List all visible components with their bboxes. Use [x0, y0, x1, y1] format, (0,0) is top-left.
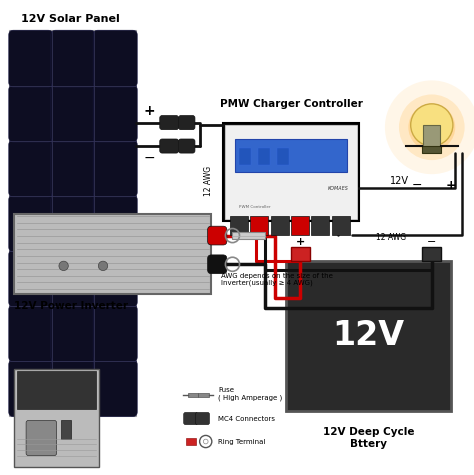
FancyBboxPatch shape	[51, 140, 95, 197]
Bar	[271, 217, 289, 235]
Bar	[422, 146, 441, 153]
Circle shape	[98, 261, 108, 271]
Circle shape	[399, 95, 465, 160]
FancyBboxPatch shape	[9, 250, 53, 307]
Text: −: −	[143, 151, 155, 165]
Bar	[14, 369, 99, 467]
Bar	[423, 125, 440, 148]
FancyBboxPatch shape	[9, 195, 53, 252]
Text: 12V Power Inverter: 12V Power Inverter	[14, 301, 128, 311]
Circle shape	[59, 261, 68, 271]
Bar	[226, 125, 357, 219]
Bar	[311, 217, 329, 235]
Text: −: −	[427, 237, 437, 247]
Bar	[223, 123, 359, 221]
Text: +: +	[446, 180, 456, 192]
Text: +: +	[296, 237, 305, 247]
Bar	[291, 217, 309, 235]
Text: Fuse
( High Amperage ): Fuse ( High Amperage )	[219, 387, 283, 401]
FancyBboxPatch shape	[51, 30, 95, 87]
FancyBboxPatch shape	[51, 85, 95, 142]
Bar	[277, 148, 289, 165]
FancyBboxPatch shape	[9, 305, 53, 362]
Text: +: +	[143, 104, 155, 118]
Text: MC4 Connectors: MC4 Connectors	[219, 416, 275, 421]
FancyBboxPatch shape	[179, 115, 195, 130]
Circle shape	[408, 104, 455, 151]
FancyBboxPatch shape	[93, 195, 137, 252]
Text: 12V Solar Panel: 12V Solar Panel	[21, 14, 120, 24]
FancyBboxPatch shape	[9, 140, 53, 197]
Bar	[286, 261, 451, 411]
Text: 12V Deep Cycle
Bttery: 12V Deep Cycle Bttery	[323, 428, 414, 449]
Bar	[332, 217, 350, 235]
FancyBboxPatch shape	[9, 30, 53, 87]
Bar	[235, 139, 347, 172]
Bar	[291, 247, 310, 261]
Bar	[9, 31, 137, 416]
Bar	[185, 438, 196, 445]
FancyBboxPatch shape	[160, 115, 179, 130]
FancyBboxPatch shape	[195, 412, 210, 425]
Bar	[250, 217, 268, 235]
Text: Ring Terminal: Ring Terminal	[219, 438, 266, 445]
FancyBboxPatch shape	[93, 140, 137, 197]
Text: 12 AWG: 12 AWG	[375, 233, 406, 242]
FancyBboxPatch shape	[51, 360, 95, 417]
FancyBboxPatch shape	[179, 139, 195, 153]
FancyBboxPatch shape	[51, 250, 95, 307]
Bar	[239, 148, 251, 165]
FancyBboxPatch shape	[208, 226, 227, 245]
FancyBboxPatch shape	[93, 30, 137, 87]
FancyBboxPatch shape	[26, 420, 56, 456]
Text: 12 AWG: 12 AWG	[203, 166, 212, 196]
FancyBboxPatch shape	[93, 85, 137, 142]
FancyBboxPatch shape	[184, 412, 198, 425]
FancyBboxPatch shape	[9, 360, 53, 417]
Text: KOMAES: KOMAES	[328, 186, 348, 191]
Bar	[422, 247, 441, 261]
Circle shape	[410, 104, 453, 146]
Text: PWM Controller: PWM Controller	[239, 205, 271, 209]
Bar	[232, 232, 265, 239]
FancyBboxPatch shape	[51, 305, 95, 362]
FancyBboxPatch shape	[9, 85, 53, 142]
Bar	[61, 420, 71, 439]
FancyBboxPatch shape	[93, 305, 137, 362]
Text: −: −	[412, 180, 423, 192]
FancyBboxPatch shape	[51, 195, 95, 252]
Bar	[230, 217, 248, 235]
Bar	[188, 393, 198, 397]
FancyBboxPatch shape	[93, 250, 137, 307]
FancyBboxPatch shape	[208, 255, 227, 274]
Bar	[258, 148, 270, 165]
Bar	[17, 371, 96, 408]
Text: PMW Charger Controller: PMW Charger Controller	[219, 98, 363, 108]
Text: 12V: 12V	[390, 176, 409, 186]
Text: 12V: 12V	[332, 320, 404, 352]
FancyBboxPatch shape	[93, 360, 137, 417]
Bar	[14, 214, 211, 294]
Text: AWG depends on the size of the
Inverter(usually ≥ 4 AWG): AWG depends on the size of the Inverter(…	[221, 273, 333, 286]
Circle shape	[385, 80, 474, 174]
Bar	[198, 393, 209, 397]
FancyBboxPatch shape	[160, 139, 179, 153]
Circle shape	[203, 439, 208, 444]
